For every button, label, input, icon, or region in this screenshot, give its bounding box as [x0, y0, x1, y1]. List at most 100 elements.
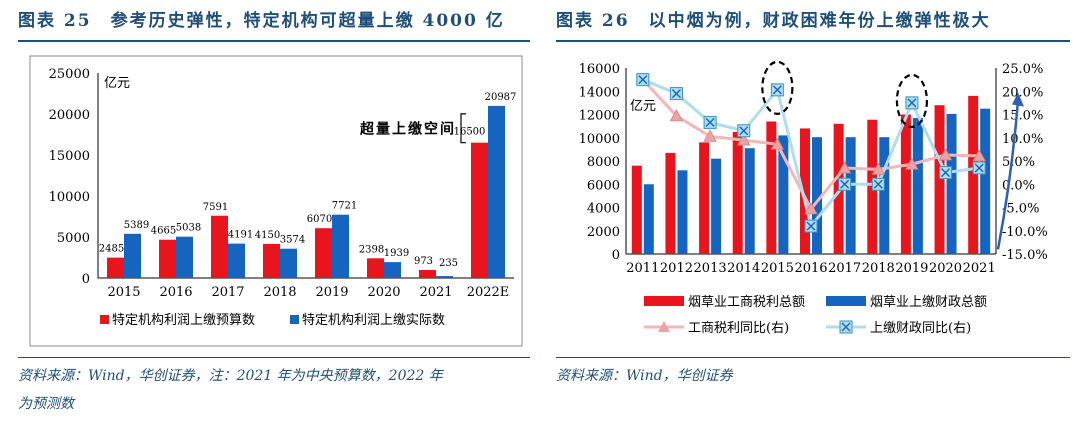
tax-profit-bar: [631, 165, 642, 254]
fiscal-remit-yoy-marker-cross: [638, 75, 648, 85]
left-chart-title: 图表 25 参考历史弹性，特定机构可超量上缴 4000 亿: [18, 11, 505, 31]
tax-profit-bar: [732, 131, 743, 254]
left-source-rule: [18, 357, 530, 358]
right-x-tick-label: 2017: [828, 261, 861, 276]
tax-profit-yoy-marker: [770, 137, 785, 150]
right-title-rule: [556, 40, 1070, 42]
left-annotation-label: 超量上缴空间: [359, 120, 456, 137]
highlight-ellipse: [895, 73, 929, 128]
right-right-y-tick-label: 25.0%: [1002, 62, 1043, 77]
fiscal-remit-bar: [711, 158, 722, 254]
right-x-tick-label: 2020: [929, 261, 962, 276]
left-bracket: [460, 113, 466, 144]
actual-data-label: 3574: [280, 235, 305, 246]
budget-data-label: 4665: [151, 226, 176, 237]
right-left-y-tick-label: 2000: [587, 225, 620, 240]
highlight-ellipse: [761, 60, 794, 115]
elasticity-arrow-head: [1012, 92, 1024, 107]
left-x-tick-label: 2021: [419, 285, 452, 300]
right-x-tick-label: 2016: [794, 261, 827, 276]
fiscal-remit-yoy-marker-cross: [941, 168, 951, 178]
actual-bar: [124, 233, 141, 278]
right-combo-chart: 0 2000 4000 6000 8000 10000 12000 14000 16000 -15…: [579, 60, 1048, 336]
actual-data-label: 20987: [485, 92, 517, 103]
right-left-y-tick-label: 8000: [587, 155, 620, 170]
right-left-y-tick-label: 6000: [587, 178, 620, 193]
left-source-line1: 资料来源：Wind，华创证券，注：2021 年为中央预算数，2022 年: [18, 368, 443, 384]
tax-profit-yoy-marker: [938, 148, 953, 161]
right-legend-label: 上缴财政同比(右): [870, 321, 971, 336]
tax-profit-bar: [665, 152, 676, 254]
right-legend-marker-triangle: [658, 321, 670, 332]
left-y-tick-label: 10000: [49, 190, 90, 205]
actual-bar: [280, 248, 297, 278]
budget-data-label: 2398: [359, 244, 384, 255]
budget-data-label: 4150: [255, 230, 280, 241]
left-x-tick-label: 2017: [211, 285, 244, 300]
right-left-y-tick-label: 16000: [579, 62, 620, 77]
right-right-y-tick-label: 20.0%: [1002, 85, 1043, 100]
right-right-y-tick-label: 5.0%: [1002, 155, 1035, 170]
fiscal-remit-bar: [845, 137, 856, 254]
right-legend-label: 烟草业工商税利总额: [688, 295, 805, 310]
tax-profit-yoy-marker: [669, 109, 684, 122]
right-x-tick-label: 2018: [862, 261, 895, 276]
actual-data-label: 4191: [228, 230, 253, 241]
budget-data-label: 2485: [99, 244, 124, 255]
right-left-y-tick-label: 10000: [579, 132, 620, 147]
budget-bar: [263, 243, 280, 278]
right-legend-label: 工商税利同比(右): [688, 321, 789, 336]
fiscal-remit-yoy-marker-cross: [873, 179, 883, 189]
tax-profit-bar: [699, 142, 710, 254]
fiscal-remit-bar: [778, 135, 789, 254]
budget-bar: [315, 228, 332, 278]
right-left-y-tick-label: 14000: [579, 85, 620, 100]
fiscal-remit-bar: [980, 108, 991, 254]
fiscal-remit-bar: [879, 137, 890, 254]
actual-bar: [228, 243, 245, 278]
right-source: 资料来源：Wind，华创证券: [556, 368, 733, 384]
right-x-tick-label: 2013: [694, 261, 727, 276]
left-legend-swatch: [100, 315, 109, 324]
actual-bar: [176, 236, 193, 278]
fiscal-remit-bar: [643, 184, 654, 254]
actual-data-label: 1939: [384, 248, 409, 259]
fiscal-remit-bar: [812, 137, 822, 254]
left-x-tick-label: 2018: [263, 285, 296, 300]
budget-data-label: 16500: [454, 127, 486, 138]
left-y-tick-label: 15000: [49, 149, 90, 164]
right-left-y-tick-label: 4000: [587, 202, 620, 217]
tax-profit-yoy-marker: [804, 202, 818, 215]
fiscal-remit-yoy-marker-cross: [739, 126, 749, 136]
right-legend-label: 烟草业上缴财政总额: [870, 295, 987, 310]
right-right-y-tick-label: 10.0%: [1002, 132, 1043, 147]
right-chart-title: 图表 26 以中烟为例，财政困难年份上缴弹性极大: [556, 11, 991, 31]
fiscal-remit-bar: [677, 170, 688, 254]
budget-bar: [211, 215, 228, 278]
budget-data-label: 973: [414, 256, 433, 267]
fiscal-remit-bar: [912, 117, 923, 254]
left-chart-frame: [29, 55, 523, 347]
fiscal-remit-yoy-marker-cross: [840, 179, 850, 189]
right-x-tick-label: 2012: [660, 261, 693, 276]
actual-data-label: 7721: [332, 201, 357, 212]
left-y-tick-label: 5000: [57, 231, 90, 246]
left-y-tick-label: 0: [82, 272, 90, 287]
right-legend-marker-cross: [841, 322, 851, 332]
fiscal-remit-yoy-marker-cross: [671, 89, 681, 99]
right-x-tick-label: 2014: [727, 261, 760, 276]
tax-profit-yoy-marker: [905, 157, 919, 170]
left-legend-label: 特定机构利润上缴实际数: [302, 313, 445, 328]
right-x-tick-label: 2021: [963, 261, 996, 276]
budget-bar: [367, 258, 384, 278]
right-right-y-tick-label: -5.0%: [1002, 202, 1039, 217]
left-y-tick-label: 20000: [49, 108, 90, 123]
elasticity-arrow: [996, 100, 1020, 250]
right-x-tick-label: 2019: [895, 261, 928, 276]
right-right-y-tick-label: -15.0%: [1002, 248, 1048, 263]
tax-profit-yoy-marker: [737, 133, 751, 146]
right-legend-swatch-fiscal-remit: [826, 296, 866, 306]
tax-profit-yoy-line: [641, 78, 980, 212]
left-x-tick-label: 2020: [367, 285, 400, 300]
left-unit-label: 亿元: [104, 76, 130, 91]
